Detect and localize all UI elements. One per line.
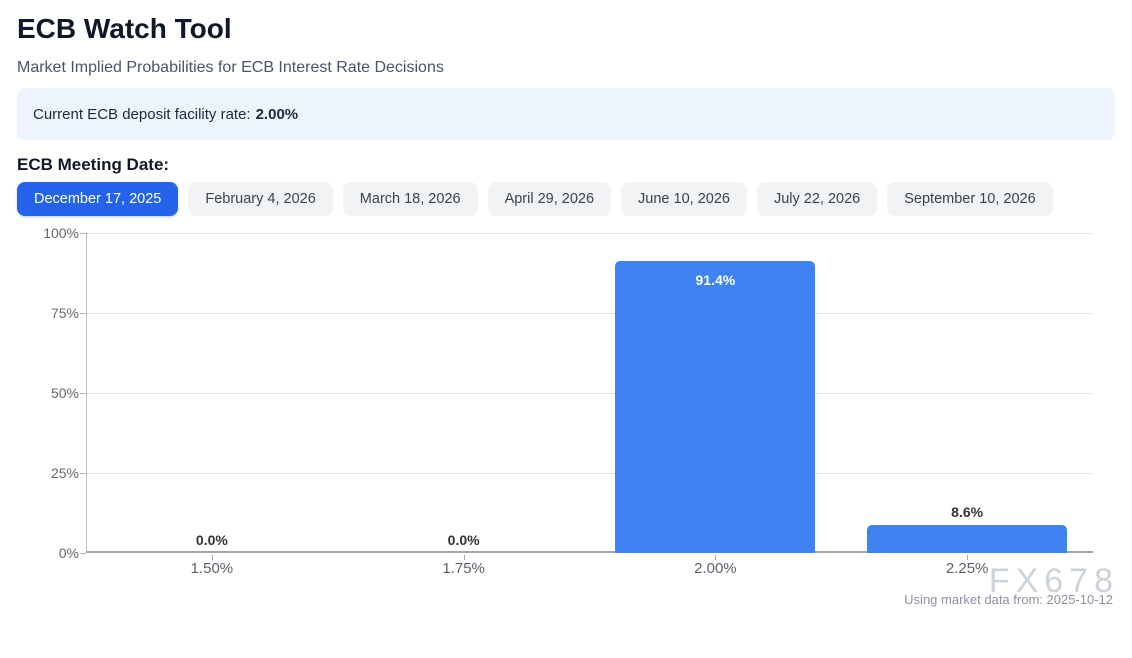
market-data-footer-note: Using market data from: 2025-10-12 xyxy=(904,592,1113,607)
tab-meeting-date-4[interactable]: June 10, 2026 xyxy=(621,182,747,216)
y-axis-tick xyxy=(80,233,86,234)
current-rate-label: Current ECB deposit facility rate: xyxy=(33,105,251,123)
y-axis-label: 50% xyxy=(50,385,79,401)
y-axis-label: 100% xyxy=(43,225,79,241)
bar-value-label: 0.0% xyxy=(447,532,480,548)
x-axis-label: 1.75% xyxy=(442,560,485,577)
y-axis-label: 75% xyxy=(50,305,79,321)
plot-area xyxy=(86,233,1093,553)
x-axis-tick xyxy=(463,555,465,560)
meeting-date-heading: ECB Meeting Date: xyxy=(17,155,170,174)
y-axis-tick xyxy=(80,313,86,314)
x-axis-tick xyxy=(967,555,969,560)
y-axis-label: 25% xyxy=(50,465,79,481)
gridline xyxy=(87,473,1093,474)
bar-2.00pct[interactable] xyxy=(615,260,816,553)
page-subtitle: Market Implied Probabilities for ECB Int… xyxy=(17,59,444,76)
bar-value-label: 91.4% xyxy=(695,271,736,288)
bar-value-label: 0.0% xyxy=(195,532,228,548)
current-rate-value: 2.00% xyxy=(255,105,299,123)
page-container: ECB Watch Tool Market Implied Probabilit… xyxy=(0,0,1132,216)
watermark: FX678 xyxy=(988,562,1119,600)
probability-chart: FX678 Using market data from: 2025-10-12… xyxy=(0,216,1132,624)
gridline xyxy=(87,313,1093,314)
tab-meeting-date-3[interactable]: April 29, 2026 xyxy=(487,182,612,216)
x-axis-label: 2.00% xyxy=(694,560,737,577)
tab-meeting-date-5[interactable]: July 22, 2026 xyxy=(756,182,878,216)
tab-meeting-date-1[interactable]: February 4, 2026 xyxy=(188,182,333,216)
x-axis-label: 2.25% xyxy=(945,560,989,577)
bar-2.25pct[interactable] xyxy=(867,525,1068,553)
tab-meeting-date-2[interactable]: March 18, 2026 xyxy=(342,182,478,216)
y-axis-label: 0% xyxy=(58,545,79,561)
y-axis-tick xyxy=(80,473,86,474)
meeting-date-tabs: December 17, 2025 February 4, 2026 March 1… xyxy=(17,182,1115,216)
y-axis-tick xyxy=(80,553,86,554)
x-axis-tick xyxy=(211,555,213,560)
current-rate-banner: Current ECB deposit facility rate: 2.00% xyxy=(17,88,1115,140)
page-title: ECB Watch Tool xyxy=(17,13,232,44)
tab-meeting-date-0[interactable]: December 17, 2025 xyxy=(17,182,179,216)
tab-meeting-date-6[interactable]: September 10, 2026 xyxy=(887,182,1053,216)
gridline xyxy=(87,393,1093,394)
y-axis-tick xyxy=(80,393,86,394)
x-axis-tick xyxy=(715,555,717,560)
x-axis-label: 1.50% xyxy=(190,560,234,577)
gridline xyxy=(87,233,1093,234)
bar-value-label: 8.6% xyxy=(951,504,984,521)
